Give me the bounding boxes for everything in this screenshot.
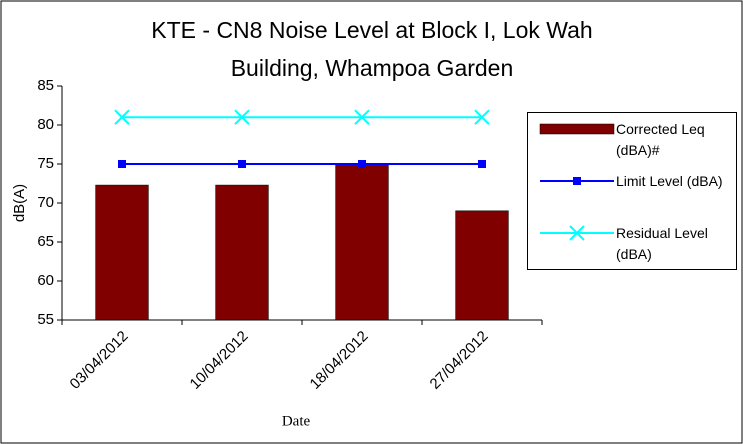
y-tick-label: 85 xyxy=(37,77,54,94)
y-tick-label: 75 xyxy=(37,155,54,172)
y-tick-label: 80 xyxy=(37,116,54,133)
chart-title: Building, Whampoa Garden xyxy=(231,55,514,81)
legend-marker xyxy=(569,225,585,241)
point xyxy=(354,109,370,125)
bar xyxy=(335,163,389,321)
legend: Corrected Leq (dBA)# Limit Level (dBA) Res… xyxy=(527,112,737,270)
point xyxy=(114,109,130,125)
x-axis-label: Date xyxy=(282,413,311,429)
y-tick-label: 70 xyxy=(37,194,54,211)
legend-keys xyxy=(539,123,615,241)
point xyxy=(474,109,490,125)
point xyxy=(118,160,126,168)
y-tick-label: 65 xyxy=(37,233,54,250)
bar xyxy=(455,210,509,321)
legend-label: Residual Level (dBA) xyxy=(616,225,708,262)
legend-label: Limit Level (dBA) xyxy=(616,173,723,189)
y-tick-label: 55 xyxy=(37,311,54,328)
legend-label: Corrected Leq (dBA)# xyxy=(616,121,705,158)
point xyxy=(238,160,246,168)
chart-title: KTE - CN8 Noise Level at Block I, Lok Wa… xyxy=(151,17,592,43)
point xyxy=(234,109,250,125)
point xyxy=(478,160,486,168)
y-tick-label: 60 xyxy=(37,272,54,289)
y-axis-label: dB(A) xyxy=(11,184,28,222)
point xyxy=(358,160,366,168)
legend-swatch xyxy=(539,123,615,135)
bar xyxy=(95,184,149,321)
legend-marker xyxy=(573,177,581,185)
bar xyxy=(215,184,269,321)
